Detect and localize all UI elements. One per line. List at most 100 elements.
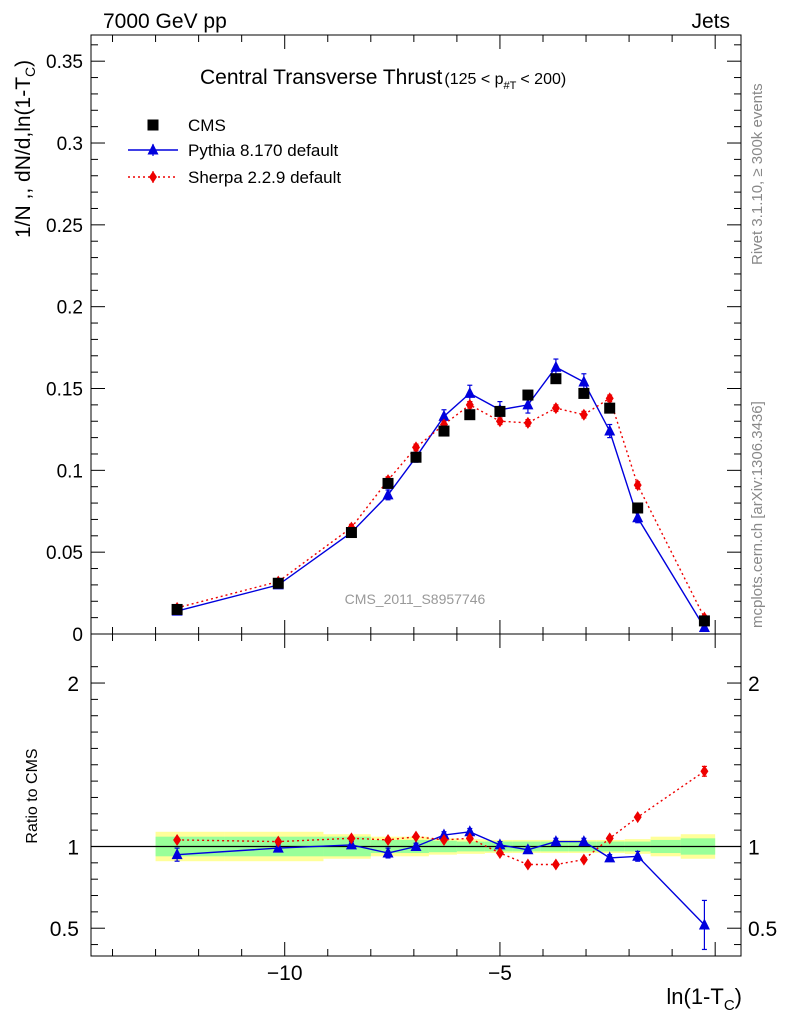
main-square-point	[345, 527, 357, 539]
x-axis-label: ln(1-TC)	[666, 984, 742, 1014]
side-label-bottom: mcplots.cern.ch [arXiv:1306.3436]	[749, 401, 766, 628]
ratio-triangle-point	[382, 846, 394, 858]
main-triangle-point	[550, 360, 562, 372]
ratio-diamond-point	[465, 832, 474, 845]
main-square-point	[272, 577, 284, 589]
legend: CMS Pythia 8.170 default Sherpa 2.2.9 defa…	[128, 116, 341, 187]
ratio-diamond-point	[579, 853, 588, 866]
main-square-point	[522, 389, 534, 401]
y-tick-label: 0.2	[57, 298, 83, 319]
main-diamond-point	[495, 415, 504, 428]
main-triangle-point	[382, 488, 394, 500]
main-square-point	[494, 405, 506, 417]
ratio-y-tick-label-right: 1	[748, 836, 760, 859]
ratio-panel: 0.5 0.5 1 1 2 2 Ratio to CMS −10 −5 ln(1-TC)	[24, 633, 777, 1014]
main-diamond-point	[605, 392, 614, 405]
ratio-diamond-point	[551, 858, 560, 871]
ratio-triangle-point	[578, 835, 590, 847]
main-diamond-point	[523, 416, 532, 429]
ratio-diamond-point	[523, 858, 532, 871]
main-diamond-point	[579, 408, 588, 421]
main-triangle-point	[578, 375, 590, 387]
main-diamond-point	[633, 479, 642, 492]
ratio-triangle-point	[494, 838, 506, 850]
main-square-point	[550, 373, 562, 385]
main-diamond-point	[465, 398, 474, 411]
ratio-diamond-point	[633, 811, 642, 824]
ratio-diamond-point	[439, 833, 448, 846]
y-tick-label: 0.35	[46, 52, 83, 73]
ratio-y-tick-label: 0.5	[50, 918, 79, 941]
main-diamond-line	[176, 397, 706, 618]
main-square-point	[410, 451, 422, 463]
ratio-y-tick-label: 1	[67, 836, 79, 859]
ratio-frame	[90, 633, 742, 957]
y-tick-label: 0.25	[46, 216, 83, 237]
main-triangle-point	[632, 511, 644, 523]
main-triangle-point	[604, 424, 616, 436]
legend-marker	[147, 143, 159, 155]
ratio-triangle-point	[410, 839, 422, 851]
ratio-y-axis-label: Ratio to CMS	[24, 748, 41, 843]
ratio-diamond-point	[347, 832, 356, 845]
legend-marker	[149, 171, 157, 183]
x-ticks: −10 −5	[112, 634, 716, 985]
ratio-diamond-point	[274, 835, 283, 848]
watermark: CMS_2011_S8957746	[345, 591, 486, 607]
legend-marker	[147, 119, 159, 131]
ratio-triangle-point	[550, 835, 562, 847]
main-square-point	[464, 409, 476, 421]
main-diamond-point	[412, 441, 420, 454]
legend-label: Pythia 8.170 default	[188, 141, 339, 160]
side-label-top: Rivet 3.1.10, ≥ 300k events	[749, 83, 766, 265]
ratio-y-tick-label: 2	[67, 673, 79, 696]
ratio-triangle-point	[464, 825, 476, 837]
ratio-triangle-point	[698, 918, 710, 930]
main-y-ticks: 0 0.05 0.1 0.15 0.2 0.25 0.3 0.35	[46, 35, 741, 646]
main-triangle-point	[522, 398, 534, 410]
ratio-y-tick-label-right: 0.5	[748, 918, 777, 941]
main-square-point	[171, 603, 183, 615]
legend-label: Sherpa 2.2.9 default	[188, 168, 341, 187]
header-right: Jets	[691, 10, 730, 33]
main-panel: Central Transverse Thrust (125 < p#T < 200…	[12, 34, 742, 646]
legend-label: CMS	[188, 116, 226, 135]
ratio-bands	[91, 831, 741, 862]
y-tick-label: 0.05	[46, 543, 83, 564]
main-triangle-point	[438, 409, 450, 421]
ratio-diamond-point	[173, 833, 182, 846]
ratio-diamond-point	[700, 765, 709, 778]
ratio-triangle-point	[171, 848, 183, 860]
ratio-triangle-point	[604, 851, 616, 863]
ratio-triangle-point	[522, 843, 534, 855]
header-left: 7000 GeV pp	[103, 10, 227, 33]
ratio-diamond-point	[495, 847, 504, 860]
ratio-y-ticks: 0.5 0.5 1 1 2 2	[50, 666, 777, 946]
y-tick-label: 0.15	[46, 380, 83, 401]
main-triangle-point	[698, 620, 710, 632]
chart-title: Central Transverse Thrust (125 < p#T < 200…	[200, 66, 566, 92]
ratio-diamond-point	[412, 830, 420, 843]
ratio-triangle-line	[177, 831, 705, 926]
main-square-point	[382, 477, 394, 489]
y-tick-label: 0	[72, 625, 83, 646]
x-tick-label: −5	[488, 962, 512, 985]
y-tick-label: 0.1	[57, 461, 83, 482]
ratio-triangle-point	[632, 849, 644, 861]
main-diamond-point	[551, 402, 560, 415]
ratio-y-tick-label-right: 2	[748, 673, 760, 696]
main-triangle-point	[464, 386, 476, 398]
y-tick-label: 0.3	[57, 134, 83, 155]
main-square-point	[698, 615, 710, 627]
main-square-point	[438, 425, 450, 437]
ratio-series	[171, 765, 710, 951]
main-y-axis-label: 1/N ,, dN/d,ln(1-TC)	[12, 60, 38, 238]
main-square-point	[578, 387, 590, 399]
x-tick-label: −10	[267, 962, 303, 985]
main-square-point	[632, 502, 644, 514]
main-square-point	[604, 402, 616, 414]
ratio-diamond-line	[177, 770, 705, 866]
ratio-diamond-point	[605, 832, 614, 845]
main-triangle-line	[176, 366, 705, 628]
